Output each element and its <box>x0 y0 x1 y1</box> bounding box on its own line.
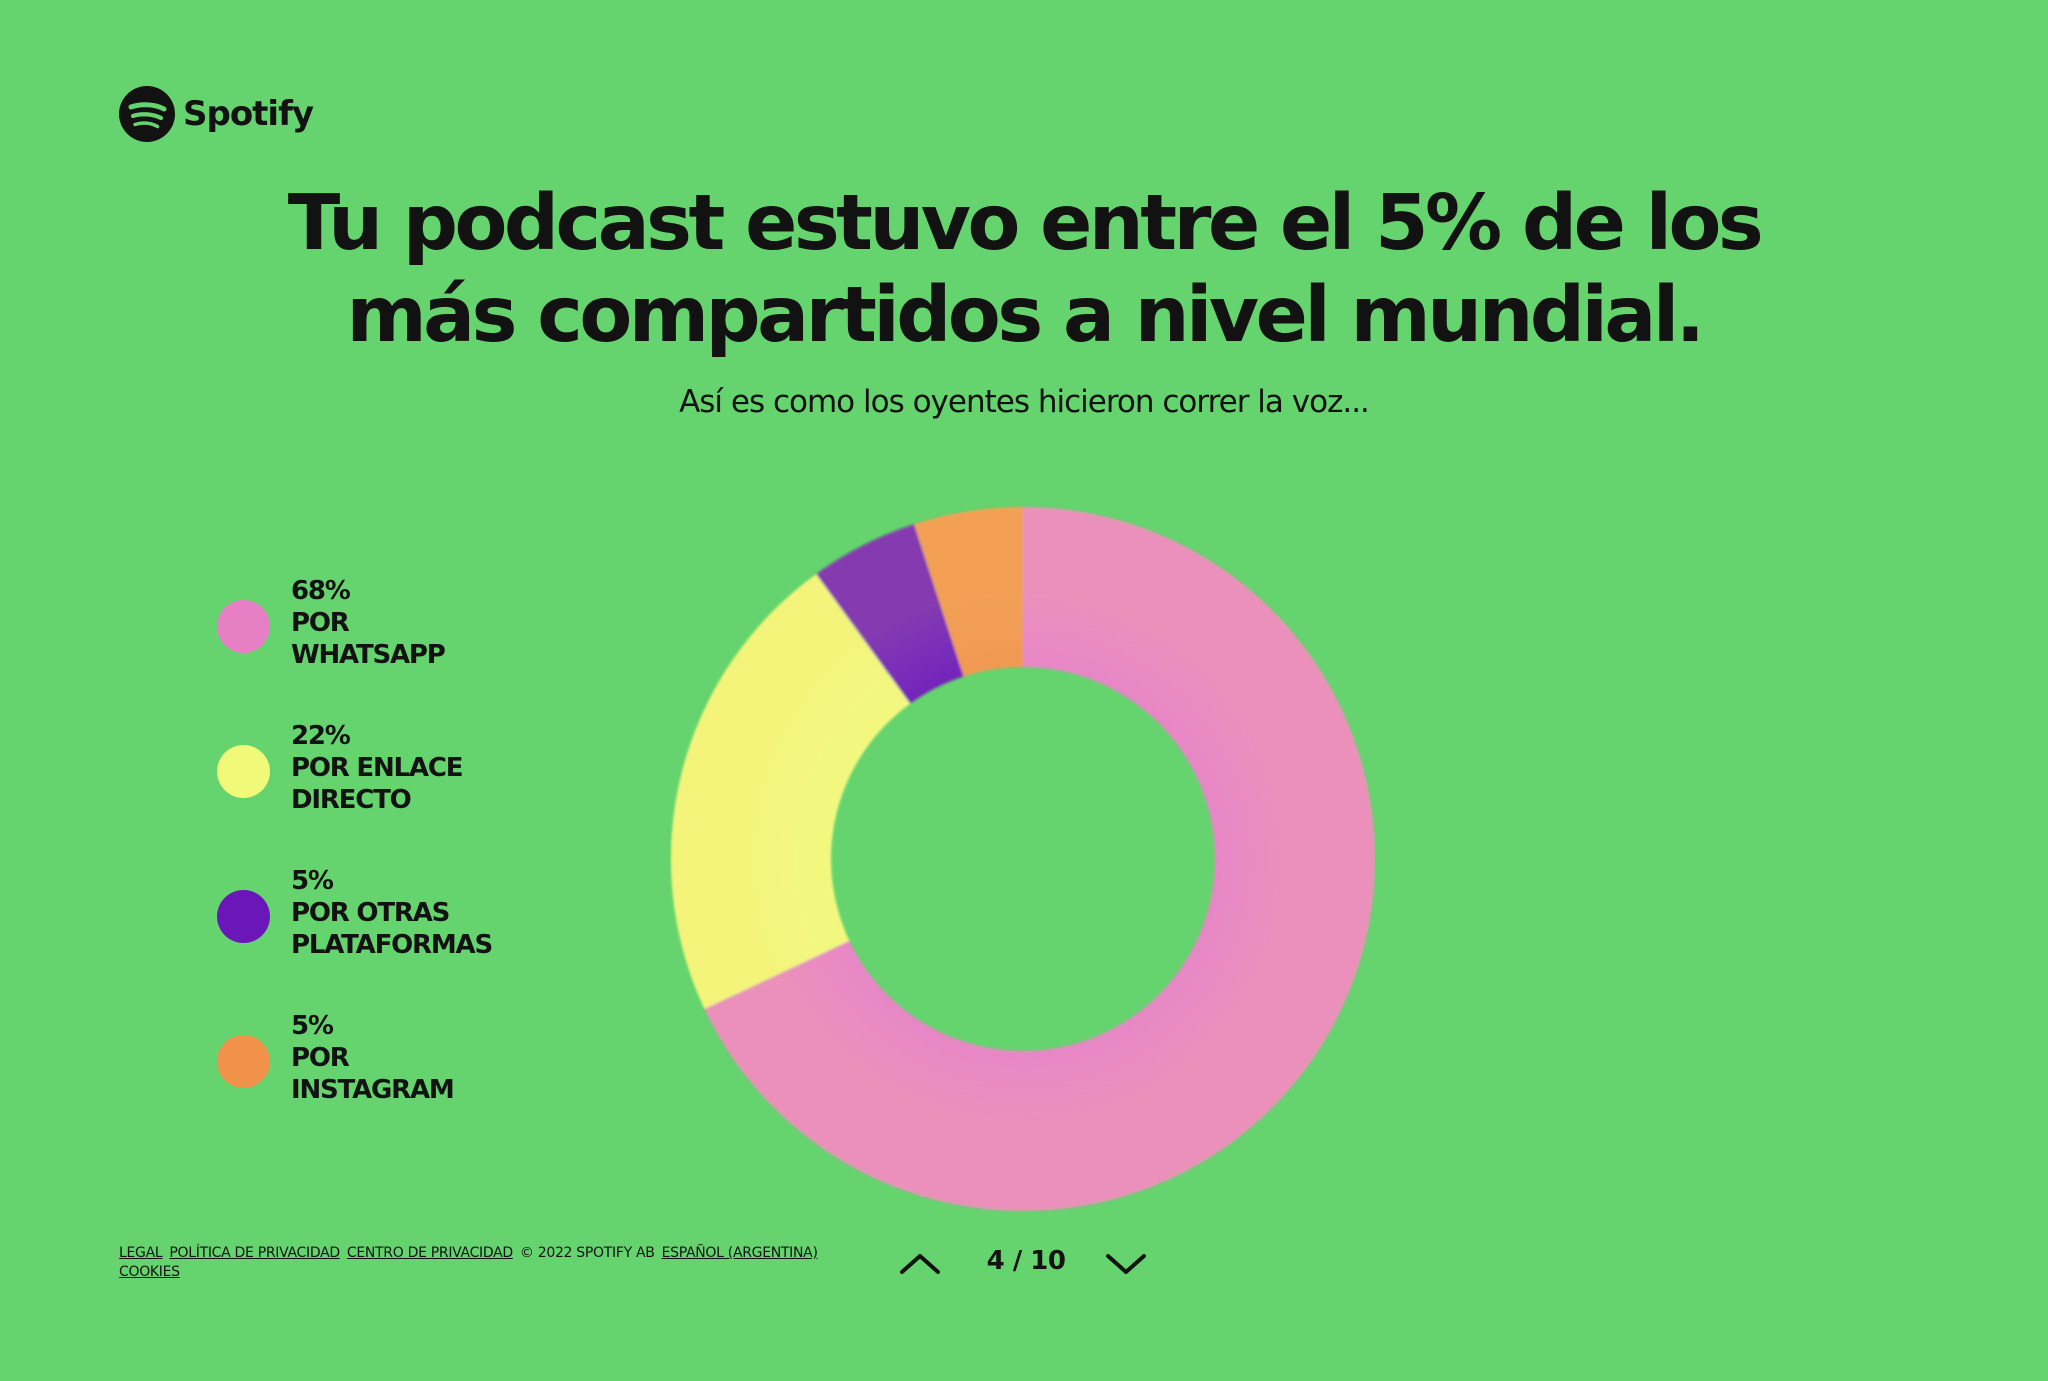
legend-item-whatsapp: 68% POR WHATSAPP <box>217 575 557 675</box>
title-line-2: más compartidos a nivel mundial. <box>346 271 1705 360</box>
legend-line: DIRECTO <box>291 785 412 815</box>
legend-dot-instagram <box>217 1035 270 1088</box>
chevron-up-icon[interactable] <box>896 1248 944 1278</box>
legend-dot-whatsapp <box>217 600 270 653</box>
legend-percent: 5% <box>291 866 334 896</box>
brand-name: Spotify <box>183 94 314 134</box>
legend-line: POR ENLACE <box>291 753 463 783</box>
legend-line: POR OTRAS <box>291 898 450 928</box>
title-line-1: Tu podcast estuvo entre el 5% de los <box>287 179 1764 268</box>
footer-link-legal[interactable]: LEGAL <box>119 1245 163 1261</box>
legend-line: INSTAGRAM <box>291 1075 455 1105</box>
footer-link-privacy-center[interactable]: CENTRO DE PRIVACIDAD <box>346 1245 513 1261</box>
legend-line: PLATAFORMAS <box>291 930 493 960</box>
footer-language-selector[interactable]: ESPAÑOL (ARGENTINA) <box>661 1245 818 1261</box>
legend-item-enlace-directo: 22% POR ENLACE DIRECTO <box>217 720 557 820</box>
footer-link-privacy-policy[interactable]: POLÍTICA DE PRIVACIDAD <box>169 1245 340 1261</box>
legend-dot-enlace-directo <box>217 745 270 798</box>
slide-pager: 4 / 10 <box>896 1240 1156 1286</box>
page-title: Tu podcast estuvo entre el 5% de los más… <box>0 178 2048 362</box>
legend-percent: 5% <box>291 1011 334 1041</box>
legend-line: POR <box>291 608 350 638</box>
chevron-down-icon[interactable] <box>1102 1248 1150 1278</box>
legend-label-instagram: 5% POR INSTAGRAM <box>291 1010 455 1106</box>
donut-glow <box>671 507 1375 1211</box>
legend-percent: 68% <box>291 576 351 606</box>
legend-item-otras-plataformas: 5% POR OTRAS PLATAFORMAS <box>217 865 557 965</box>
legend-label-enlace-directo: 22% POR ENLACE DIRECTO <box>291 720 463 816</box>
legend-label-whatsapp: 68% POR WHATSAPP <box>291 575 446 671</box>
donut-chart <box>671 507 1375 1211</box>
subtitle: Así es como los oyentes hicieron correr … <box>679 384 1370 420</box>
spotify-logo[interactable]: Spotify <box>119 86 314 142</box>
legend-percent: 22% <box>291 721 351 751</box>
legend-dot-otras-plataformas <box>217 890 270 943</box>
spotify-logo-icon <box>119 86 175 142</box>
legend-label-otras-plataformas: 5% POR OTRAS PLATAFORMAS <box>291 865 493 961</box>
slide-counter: 4 / 10 <box>986 1246 1066 1276</box>
footer-copyright: © 2022 SPOTIFY AB <box>519 1245 655 1261</box>
footer-links: LEGAL POLÍTICA DE PRIVACIDAD CENTRO DE PRI… <box>119 1244 879 1282</box>
footer-link-cookies[interactable]: COOKIES <box>119 1264 180 1280</box>
legend-item-instagram: 5% POR INSTAGRAM <box>217 1010 557 1110</box>
legend-line: WHATSAPP <box>291 640 446 670</box>
legend-line: POR <box>291 1043 350 1073</box>
